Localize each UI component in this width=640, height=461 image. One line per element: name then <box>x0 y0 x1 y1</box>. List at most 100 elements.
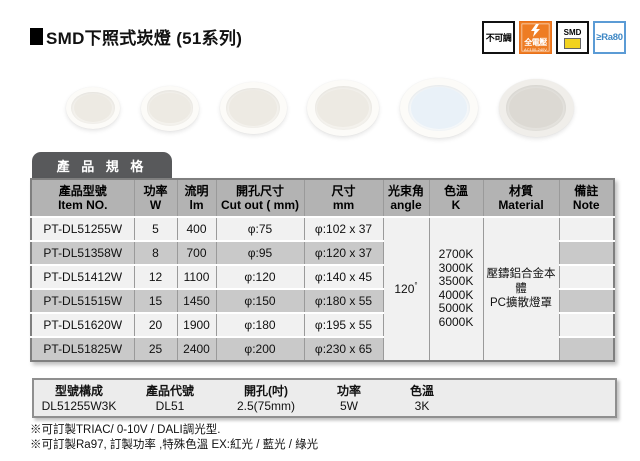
downlight-product-image <box>307 80 380 136</box>
cell-note <box>558 311 614 337</box>
model-col-wattage: 功率 5W <box>336 384 361 413</box>
cell-size: φ:120 x 37 <box>303 239 383 265</box>
downlight-product-image <box>219 82 287 134</box>
spec-row: PT-DL51358W 8 700 φ:95 φ:120 x 37 <box>31 239 614 265</box>
cell-lumen: 2400 <box>176 335 216 361</box>
cell-cutout: φ:95 <box>215 239 304 265</box>
cell-cutout: φ:75 <box>215 215 304 241</box>
page-title: SMD下照式崁燈 (51系列) <box>30 24 242 49</box>
downlight-diffuser <box>148 92 191 124</box>
footnote-dimming-options: ※可訂製TRIAC/ 0-10V / DALI調光型. <box>30 424 221 436</box>
spec-table: 產品型號 Item NO. 功率 W 流明 lm 開孔尺寸 Cut out ( mm) … <box>30 178 615 362</box>
cell-item-no: PT-DL51825W <box>31 335 134 361</box>
cell-cutout: φ:200 <box>215 335 304 361</box>
downlight-product-image <box>400 78 479 138</box>
cell-lumen: 1100 <box>176 263 216 289</box>
section-tab-product-spec: 產 品 規 格 <box>32 152 172 178</box>
voltage-range-label: AC100-240V <box>524 47 547 52</box>
downlight-product-image <box>140 85 199 131</box>
cell-note <box>558 335 614 361</box>
spec-row: PT-DL51515W 15 1450 φ:150 φ:180 x 55 <box>31 287 614 313</box>
cell-cutout: φ:150 <box>215 287 304 313</box>
downlight-diffuser <box>317 88 370 128</box>
model-col-cutout-inch: 開孔(吋) 2.5(75mm) <box>236 384 295 413</box>
model-col-cct: 色溫 3K <box>409 384 434 413</box>
cell-item-no: PT-DL51620W <box>31 311 134 337</box>
cell-lumen: 1450 <box>176 287 216 313</box>
downlight-product-image <box>66 87 120 129</box>
col-header-size: 尺寸 mm <box>303 179 383 217</box>
model-col-composition: 型號構成 DL51255W3K <box>41 384 117 413</box>
smd-chip-icon <box>564 37 581 49</box>
cell-material: 壓鑄鋁合金本體 PC擴散燈罩 <box>482 215 559 361</box>
non-dimmable-label: 不可調 <box>485 33 512 43</box>
lightning-icon <box>530 24 541 38</box>
cell-cutout: φ:180 <box>215 311 304 337</box>
col-header-watt: 功率 W <box>133 179 177 217</box>
cri-badge: ≥Ra80 <box>593 21 626 54</box>
cell-note <box>558 263 614 289</box>
cell-note <box>558 287 614 313</box>
cell-item-no: PT-DL51412W <box>31 263 134 289</box>
downlight-trim <box>506 85 567 131</box>
footnotes: ※可訂製TRIAC/ 0-10V / DALI調光型. ※可訂製Ra97, 訂製… <box>30 423 318 452</box>
product-image-row <box>66 62 574 154</box>
col-header-cutout: 開孔尺寸 Cut out ( mm) <box>215 179 304 217</box>
col-header-material: 材質 Material <box>482 179 559 217</box>
cell-lumen: 700 <box>176 239 216 265</box>
spec-row: PT-DL51412W 12 1100 φ:120 φ:140 x 45 <box>31 263 614 289</box>
model-composition-table: 型號構成 DL51255W3K 產品代號 DL51 開孔(吋) 2.5(75mm… <box>32 378 617 418</box>
footnote-custom-options: ※可訂製Ra97, 訂製功率 ,特殊色溫 EX:紅光 / 藍光 / 綠光 <box>30 438 319 451</box>
cell-note <box>558 215 614 241</box>
full-voltage-label: 全電壓 <box>524 38 547 47</box>
cell-item-no: PT-DL51515W <box>31 287 134 313</box>
cell-beam-angle: 120° <box>382 215 429 361</box>
spec-row: PT-DL51255W 5 400 φ:75 φ:102 x 37 120° 2… <box>31 215 614 361</box>
col-header-angle: 光束角 angle <box>382 179 429 217</box>
page-title-text: SMD下照式崁燈 (51系列) <box>46 29 243 48</box>
col-header-note: 備註 Note <box>558 179 614 217</box>
cri-label: ≥Ra80 <box>596 32 623 43</box>
cell-note <box>558 239 614 265</box>
spec-header-row: 產品型號 Item NO. 功率 W 流明 lm 開孔尺寸 Cut out ( mm) … <box>31 179 614 217</box>
downlight-diffuser <box>509 88 564 128</box>
cell-size: φ:195 x 55 <box>303 311 383 337</box>
downlight-trim <box>314 86 373 130</box>
downlight-diffuser <box>228 90 278 126</box>
col-header-lumen: 流明 lm <box>176 179 216 217</box>
downlight-trim <box>71 91 115 125</box>
cell-size: φ:102 x 37 <box>303 215 383 241</box>
downlight-trim <box>407 84 471 132</box>
cell-watt: 20 <box>133 311 177 337</box>
full-voltage-badge: 全電壓 AC100-240V <box>519 21 552 54</box>
smd-label: SMD <box>563 27 582 37</box>
cell-watt: 12 <box>133 263 177 289</box>
downlight-trim <box>146 90 193 126</box>
cell-size: φ:230 x 65 <box>303 335 383 361</box>
cell-lumen: 400 <box>176 215 216 241</box>
smd-badge: SMD <box>556 21 589 54</box>
cell-size: φ:140 x 45 <box>303 263 383 289</box>
cell-watt: 25 <box>133 335 177 361</box>
cell-item-no: PT-DL51255W <box>31 215 134 241</box>
downlight-product-image <box>498 79 574 137</box>
cell-lumen: 1900 <box>176 311 216 337</box>
feature-badges: 不可調 全電壓 AC100-240V SMD ≥Ra80 <box>482 21 626 54</box>
cell-size: φ:180 x 55 <box>303 287 383 313</box>
cell-cutout: φ:120 <box>215 263 304 289</box>
spec-row: PT-DL51620W 20 1900 φ:180 φ:195 x 55 <box>31 311 614 337</box>
cell-watt: 8 <box>133 239 177 265</box>
cell-watt: 15 <box>133 287 177 313</box>
cell-watt: 5 <box>133 215 177 241</box>
non-dimmable-badge: 不可調 <box>482 21 515 54</box>
col-header-cct: 色溫 K <box>428 179 483 217</box>
downlight-diffuser <box>73 93 113 123</box>
col-header-item-no: 產品型號 Item NO. <box>31 179 134 217</box>
downlight-diffuser <box>411 87 468 129</box>
downlight-trim <box>226 87 280 129</box>
title-square-marker <box>30 28 43 45</box>
cell-color-temps: 2700K 3000K 3500K 4000K 5000K 6000K <box>428 215 483 361</box>
cell-item-no: PT-DL51358W <box>31 239 134 265</box>
spec-row: PT-DL51825W 25 2400 φ:200 φ:230 x 65 <box>31 335 614 361</box>
